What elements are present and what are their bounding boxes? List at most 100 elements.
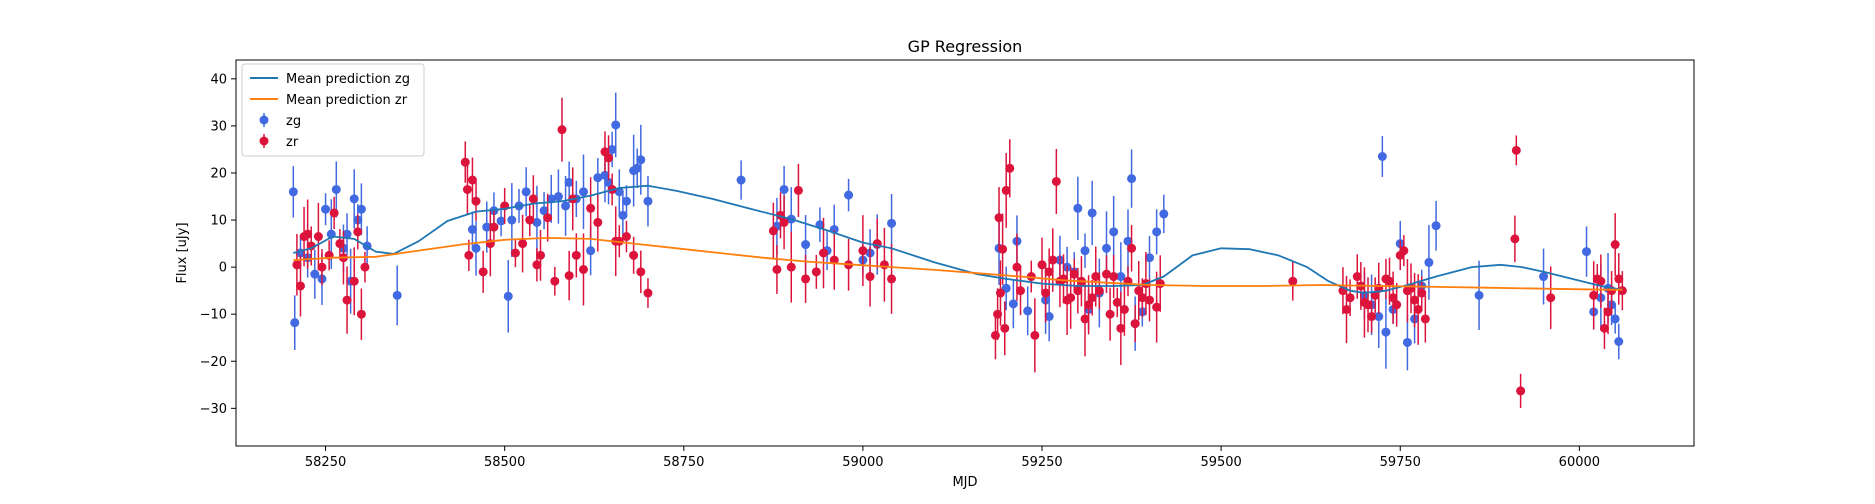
zr-point — [317, 262, 327, 272]
zr-point — [342, 295, 352, 305]
legend-zr-label: zr — [286, 135, 299, 150]
zg-point — [288, 187, 298, 197]
zr-point — [303, 229, 313, 239]
zg-point — [621, 196, 631, 206]
zr-point — [1000, 323, 1010, 333]
zr-point — [518, 239, 528, 249]
zr-point — [786, 262, 796, 272]
zg-point — [356, 204, 366, 214]
zr-point — [1091, 272, 1101, 282]
zg-point — [310, 269, 320, 279]
zg-point — [801, 240, 811, 250]
legend-box — [241, 63, 425, 157]
zr-point — [1073, 286, 1083, 296]
zg-point — [1023, 306, 1033, 316]
legend: Mean prediction zg Mean prediction zr zg… — [241, 63, 425, 157]
zr-point — [1589, 290, 1599, 300]
zr-point — [1127, 243, 1137, 253]
y-tick-label: 30 — [210, 119, 227, 134]
zg-point — [1402, 337, 1412, 347]
y-tick-label: 20 — [210, 166, 227, 181]
zr-point — [1399, 246, 1409, 256]
zr-point — [768, 226, 778, 236]
zg-point — [1539, 272, 1549, 282]
zg-point — [561, 201, 571, 211]
zr-point — [998, 244, 1008, 254]
zr-point — [356, 309, 366, 319]
zr-point — [801, 274, 811, 284]
zg-point — [736, 175, 746, 185]
zr-point — [543, 213, 553, 223]
zg-point — [1474, 290, 1484, 300]
zg-point — [290, 318, 300, 328]
zr-point — [772, 264, 782, 274]
zg-point — [604, 177, 614, 187]
series-mean-prediction-zr-line — [293, 236, 1623, 291]
zr-point — [535, 250, 545, 260]
legend-zr-marker — [259, 136, 269, 146]
series-mean-prediction-zg-line — [293, 184, 1623, 294]
zg-point — [564, 177, 574, 187]
zr-point — [1044, 267, 1054, 277]
zg-point — [586, 246, 596, 256]
zg-point — [342, 229, 352, 239]
zr-point — [829, 255, 839, 265]
zr-point — [550, 276, 560, 286]
y-tick-label: −20 — [200, 355, 227, 370]
zr-point — [1288, 276, 1298, 286]
zg-point — [1109, 227, 1119, 237]
zg-point — [1159, 209, 1169, 219]
zr-point — [1016, 286, 1026, 296]
zg-point — [1144, 253, 1154, 263]
y-tick-label: 40 — [210, 72, 227, 87]
zr-point — [779, 217, 789, 227]
zr-point — [1417, 288, 1427, 298]
zr-point — [1116, 323, 1126, 333]
zg-point — [521, 187, 531, 197]
zr-point — [811, 267, 821, 277]
zg-point — [844, 190, 854, 200]
x-tick-label: 58750 — [663, 455, 704, 470]
zr-point — [643, 288, 653, 298]
plot-frame — [235, 59, 1695, 447]
zr-point — [1392, 300, 1402, 310]
zr-point — [1370, 290, 1380, 300]
zr-point — [887, 274, 897, 284]
zr-point — [1134, 286, 1144, 296]
zr-point — [489, 222, 499, 232]
zr-point — [1352, 272, 1362, 282]
zg-point — [614, 187, 624, 197]
zr-point — [1614, 274, 1624, 284]
zr-point — [1546, 293, 1556, 303]
x-tick-label: 59000 — [842, 455, 883, 470]
zg-point — [607, 144, 617, 154]
x-tick-label: 59750 — [1380, 455, 1421, 470]
zr-point — [1041, 288, 1051, 298]
zg-point — [1381, 327, 1391, 337]
legend-mean-zr-label: Mean prediction zr — [286, 93, 408, 108]
zr-point — [1130, 319, 1140, 329]
zr-point — [1087, 293, 1097, 303]
zg-point — [887, 218, 897, 228]
chart-title: GP Regression — [908, 37, 1023, 56]
zr-point — [295, 281, 305, 291]
zg-point — [578, 187, 588, 197]
zg-point — [1073, 203, 1083, 213]
zr-point — [1066, 293, 1076, 303]
zg-point — [1008, 299, 1018, 309]
axis-layer: 58250 58500 58750 59000 59250 59500 59750 60000… — [200, 72, 1600, 470]
zr-point — [1048, 255, 1058, 265]
zr-point — [793, 185, 803, 195]
x-tick-label: 58250 — [305, 455, 346, 470]
zr-point — [1030, 330, 1040, 340]
zr-point — [1367, 312, 1377, 322]
zr-point — [1342, 304, 1352, 314]
zr-point — [313, 232, 323, 242]
zr-point — [1617, 286, 1627, 296]
zg-point — [331, 184, 341, 194]
zr-point — [858, 246, 868, 256]
zr-point — [1112, 297, 1122, 307]
y-tick-label: −10 — [200, 308, 227, 323]
zr-point — [621, 232, 631, 242]
zg-point — [321, 204, 331, 214]
